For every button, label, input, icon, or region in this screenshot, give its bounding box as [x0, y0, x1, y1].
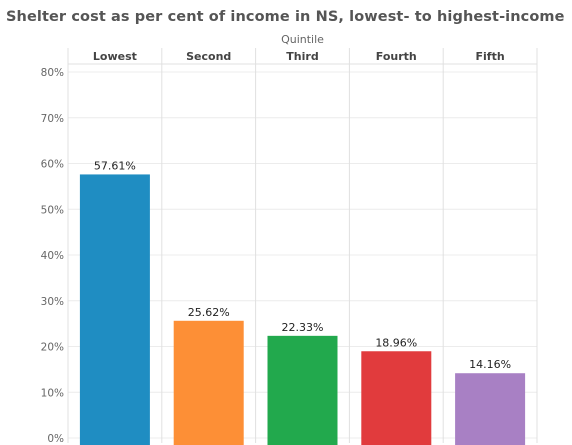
y-tick-label: 40% [41, 250, 64, 262]
bar-second [173, 320, 244, 445]
y-tick-label: 20% [41, 342, 64, 354]
chart-title: Shelter cost as per cent of income in NS… [6, 9, 565, 25]
x-axis-title: Quintile [281, 33, 324, 46]
y-tick-label: 80% [41, 67, 64, 79]
data-label: 22.33% [282, 321, 324, 334]
column-dividers [67, 48, 538, 443]
data-labels: 57.61% 25.62% 22.33% 18.96% 14.16% [94, 159, 511, 371]
y-tick-label: 70% [41, 113, 64, 125]
bar-fifth [455, 373, 526, 445]
y-tick-label: 30% [41, 296, 64, 308]
data-label: 57.61% [94, 159, 136, 172]
y-axis-ticks: 0% 10% 20% 30% 40% 50% 60% 70% 80% [41, 67, 64, 445]
bar-fourth [361, 351, 432, 445]
category-label: Fifth [476, 50, 505, 63]
category-label: Second [186, 50, 231, 63]
y-tick-label: 50% [41, 204, 64, 216]
category-labels: Lowest Second Third Fourth Fifth [93, 50, 505, 63]
data-label: 18.96% [375, 336, 417, 349]
category-label: Fourth [376, 50, 417, 63]
bar-third [267, 335, 338, 445]
bar-lowest [79, 174, 150, 445]
data-label: 14.16% [469, 358, 511, 371]
data-label: 25.62% [188, 306, 230, 319]
y-tick-label: 10% [41, 387, 64, 399]
bars [79, 174, 526, 445]
y-tick-label: 0% [47, 433, 64, 445]
category-label: Lowest [93, 50, 137, 63]
category-label: Third [286, 50, 318, 63]
y-tick-label: 60% [41, 159, 64, 171]
